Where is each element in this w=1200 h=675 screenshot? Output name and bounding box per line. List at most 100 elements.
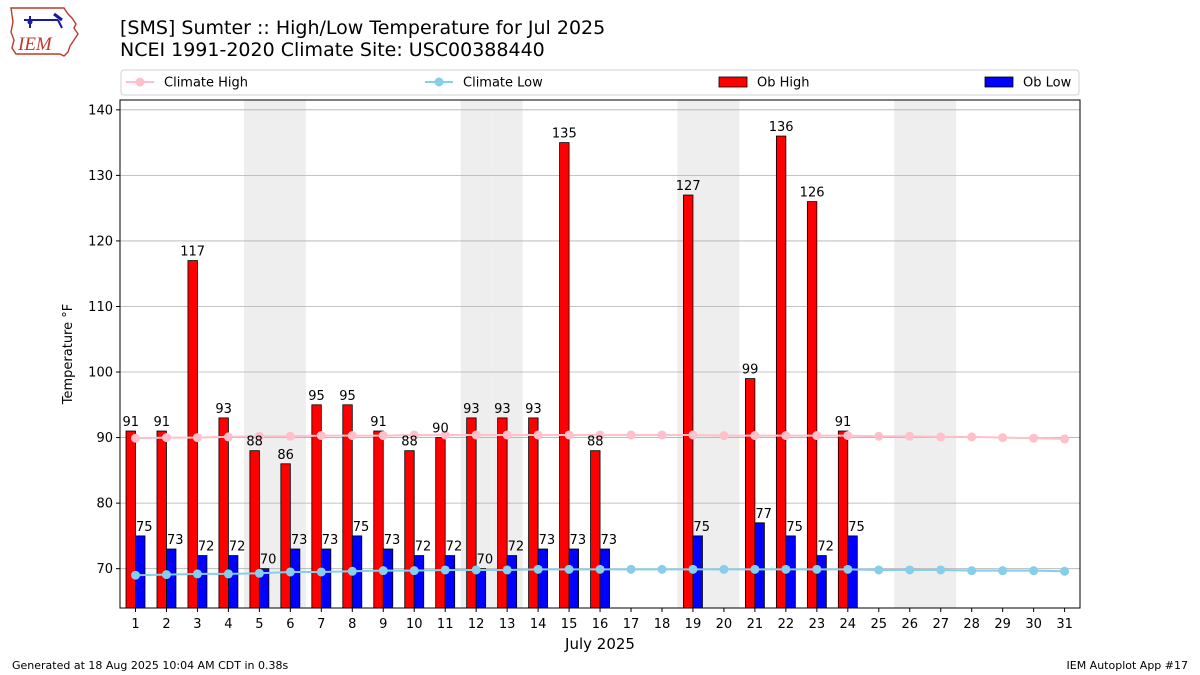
ob-low-legend-swatch [984,76,1014,88]
climate-low-point-day-23 [812,564,822,574]
ob-low-value-label: 70 [477,553,494,568]
ob-high-value-label: 91 [370,415,387,430]
ob-low-value-label: 72 [198,540,215,555]
ob-low-bar-day-4 [228,555,239,609]
climate-low-point-day-21 [750,564,760,574]
climate-high-point-day-24 [843,431,853,441]
climate-low-point-day-18 [657,564,667,574]
logo-text: IEM [17,34,53,55]
climate-low-point-day-26 [905,565,915,575]
x-tick-label: 13 [499,617,516,632]
ob-high-value-label: 91 [153,415,170,430]
climate-high-point-day-12 [471,430,481,440]
ob-high-value-label: 135 [552,127,577,142]
x-tick-label: 20 [716,617,733,632]
climate-high-point-day-16 [595,430,605,440]
ob-high-value-label: 93 [525,402,542,417]
ob-high-bar-day-24 [837,430,849,609]
ob-low-value-label: 72 [817,540,834,555]
x-tick-label: 6 [286,617,294,632]
climate-high-point-day-26 [905,431,915,441]
climate-low-point-day-28 [967,566,977,576]
ob-high-bar-day-9 [373,430,384,609]
climate-low-point-day-27 [936,565,946,575]
climate-high-point-day-29 [998,433,1008,443]
ob-high-value-label: 93 [215,402,232,417]
x-tick-label: 21 [747,617,764,632]
climate-high-point-day-17 [626,430,636,440]
ob-high-value-label: 93 [494,402,511,417]
climate-high-point-day-25 [874,431,884,441]
climate-high-point-day-2 [161,433,171,443]
legend[interactable]: Climate High Climate Low Ob High Ob Low [120,69,1080,96]
y-tick-label: 110 [88,300,113,315]
climate-low-point-day-20 [719,564,729,574]
x-tick-label: 27 [932,617,949,632]
climate-high-point-day-9 [378,431,388,441]
ob-low-value-label: 72 [415,540,432,555]
ob-low-value-label: 72 [508,540,525,555]
climate-low-point-day-16 [595,564,605,574]
climate-high-point-day-28 [967,432,977,442]
climate-low-point-day-6 [285,567,295,577]
legend-box [120,69,1080,96]
climate-low-point-day-3 [192,569,202,579]
ob-low-value-label: 73 [601,533,618,548]
x-tick-label: 14 [530,617,547,632]
ob-low-value-label: 75 [848,520,865,535]
x-tick-label: 16 [592,617,609,632]
data-labels: 91 75 91 73 117 72 93 72 88 70 86 73 95 73 95 75 91 73 88 7… [122,120,864,568]
ob-high-value-label: 88 [587,435,604,450]
ob-high-bar-day-13 [497,417,508,609]
climate-low-point-day-14 [533,564,543,574]
ob-high-value-label: 127 [676,179,701,194]
climate-low-point-day-19 [688,564,698,574]
y-tick-label: 120 [88,234,113,249]
climate-high-point-day-22 [781,431,791,441]
ob-high-value-label: 95 [308,389,325,404]
climate-low-point-day-7 [316,567,326,577]
climate-low-point-day-22 [781,564,791,574]
ob-high-bar-day-12 [466,417,477,609]
ob-high-bar-day-10 [404,450,415,609]
ob-low-value-label: 73 [167,533,184,548]
ob-high-bar-day-14 [528,417,539,609]
climate-high-legend-marker [135,77,145,87]
climate-low-point-day-4 [223,569,233,579]
x-tick-label: 24 [840,617,857,632]
climate-high-point-day-20 [719,431,729,441]
climate-high-point-day-7 [316,431,326,441]
ob-low-value-label: 77 [755,507,772,522]
climate-high-point-day-30 [1029,433,1039,443]
y-axis-label: Temperature °F [61,304,76,405]
x-tick-label: 29 [994,617,1011,632]
weekend-band-day-26 [894,100,926,608]
ob-high-legend-label: Ob High [757,76,810,91]
climate-high-point-day-14 [533,430,543,440]
ob-high-value-label: 126 [800,186,825,201]
y-tick-label: 130 [88,169,113,184]
ob-high-value-label: 93 [463,402,480,417]
x-tick-label: 31 [1056,617,1073,632]
ob-low-bar-day-12 [475,568,487,609]
ob-low-value-label: 72 [229,540,246,555]
climate-high-point-day-23 [812,431,822,441]
bars [125,135,858,609]
ob-high-value-label: 88 [401,435,418,450]
ob-high-bar-day-2 [156,430,167,609]
ob-low-value-label: 75 [786,520,803,535]
chart-subtitle: NCEI 1991-2020 Climate Site: USC00388440 [120,39,545,61]
ob-high-bar-day-4 [218,417,229,609]
x-tick-label: 9 [379,617,387,632]
climate-high-point-day-5 [254,431,264,441]
ob-high-bar-day-16 [590,450,601,609]
ob-low-legend-label: Ob Low [1023,76,1072,91]
x-tick-label: 10 [406,617,423,632]
ob-low-bar-day-23 [816,555,827,609]
ob-high-value-label: 136 [769,120,794,135]
climate-high-point-day-6 [285,431,295,441]
x-tick-label: 12 [468,617,485,632]
x-tick-label: 30 [1025,617,1042,632]
x-tick-label: 19 [685,617,702,632]
x-tick-label: 23 [809,617,826,632]
